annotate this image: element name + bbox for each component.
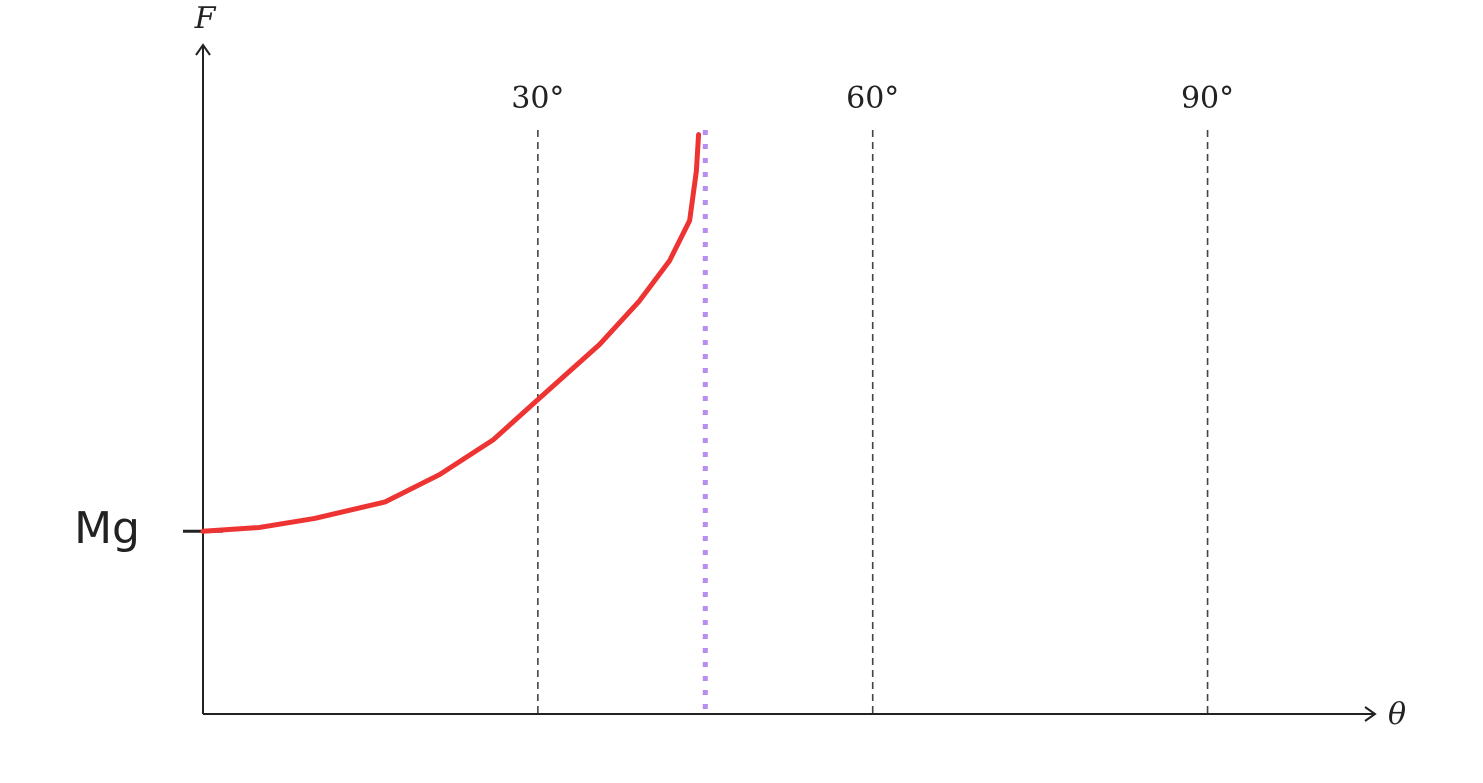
curve [200,132,702,534]
y-tick-label: Mg [74,503,140,554]
x-axis-arrow [1364,706,1377,722]
x-tick-label: 90° [1181,81,1234,116]
x-axis-label: θ [1388,697,1406,732]
x-tick-label: 60° [846,81,899,116]
y-axis-arrow [195,43,211,56]
y-axis-label: F [194,1,217,36]
x-tick-label: 30° [511,81,564,116]
